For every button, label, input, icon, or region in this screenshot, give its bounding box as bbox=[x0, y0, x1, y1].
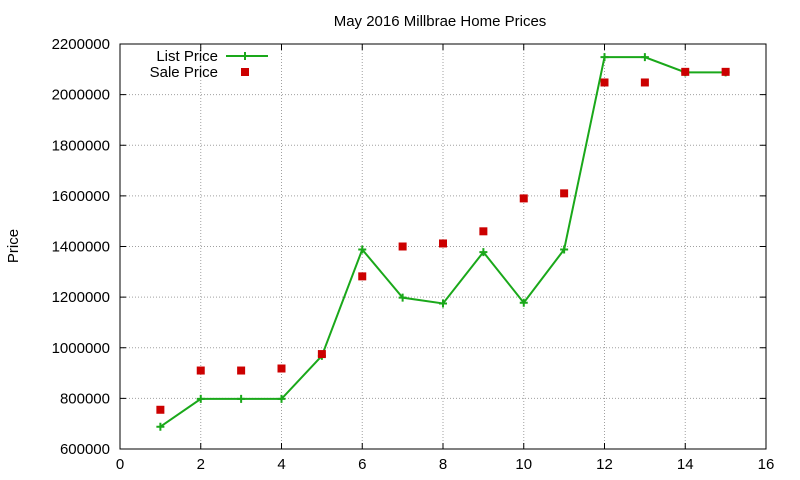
x-tick-label: 8 bbox=[439, 456, 447, 473]
y-tick-label: 2200000 bbox=[52, 36, 110, 53]
x-tick-label: 14 bbox=[677, 456, 694, 473]
list-price-point bbox=[600, 53, 609, 62]
sale-price-point bbox=[721, 67, 730, 76]
y-tick-label: 800000 bbox=[60, 390, 110, 407]
y-tick-label: 2000000 bbox=[52, 87, 110, 104]
list-price-point bbox=[237, 394, 246, 403]
list-price-point bbox=[519, 298, 528, 307]
list-price-point bbox=[640, 53, 649, 62]
sale-price-point bbox=[560, 189, 569, 198]
list-price-point bbox=[398, 293, 407, 302]
list-price-point bbox=[277, 394, 286, 403]
y-tick-label: 1800000 bbox=[52, 137, 110, 154]
legend: List Price Sale Price bbox=[150, 48, 268, 81]
series-layer bbox=[156, 53, 730, 431]
list-price-point bbox=[156, 422, 165, 431]
legend-label-list-price: List Price bbox=[156, 48, 218, 65]
x-tick-label: 6 bbox=[358, 456, 366, 473]
sale-price-point bbox=[277, 364, 286, 373]
x-tick-label: 4 bbox=[277, 456, 285, 473]
sale-price-point bbox=[196, 366, 205, 375]
legend-marker-sale-price bbox=[241, 68, 249, 76]
sale-price-point bbox=[317, 350, 326, 359]
sale-price-point bbox=[156, 405, 165, 414]
sale-price-point bbox=[439, 239, 447, 248]
y-tick-label: 1600000 bbox=[52, 188, 110, 205]
legend-marker-list-price bbox=[241, 52, 249, 60]
sale-price-point bbox=[479, 227, 488, 236]
x-tick-label: 12 bbox=[596, 456, 613, 473]
list-price-point bbox=[439, 299, 447, 308]
y-tick-label: 1200000 bbox=[52, 289, 110, 306]
sale-price-point bbox=[600, 78, 609, 87]
y-tick-label: 600000 bbox=[60, 441, 110, 458]
y-tick-label: 1400000 bbox=[52, 239, 110, 256]
y-axis-label: Price bbox=[5, 229, 22, 263]
list-price-point bbox=[560, 245, 569, 254]
x-tick-label: 2 bbox=[197, 456, 205, 473]
sale-price-point bbox=[237, 366, 246, 375]
sale-price-point bbox=[640, 78, 649, 87]
y-tick-label: 1000000 bbox=[52, 340, 110, 357]
sale-price-point bbox=[358, 272, 367, 281]
list-price-point bbox=[358, 245, 367, 254]
x-tick-label: 16 bbox=[758, 456, 775, 473]
axis-ticks: 0 2 4 6 8 10 12 14 16 600000 800000 1000000 1200000 1… bbox=[52, 36, 775, 473]
x-tick-label: 10 bbox=[515, 456, 532, 473]
sale-price-point bbox=[519, 194, 528, 203]
chart-title: May 2016 Millbrae Home Prices bbox=[334, 13, 547, 30]
list-price-point bbox=[479, 248, 488, 257]
x-tick-label: 0 bbox=[116, 456, 124, 473]
list-price-point bbox=[196, 394, 205, 403]
legend-label-sale-price: Sale Price bbox=[150, 64, 218, 81]
sale-price-point bbox=[398, 242, 407, 251]
sale-price-point bbox=[681, 67, 690, 76]
